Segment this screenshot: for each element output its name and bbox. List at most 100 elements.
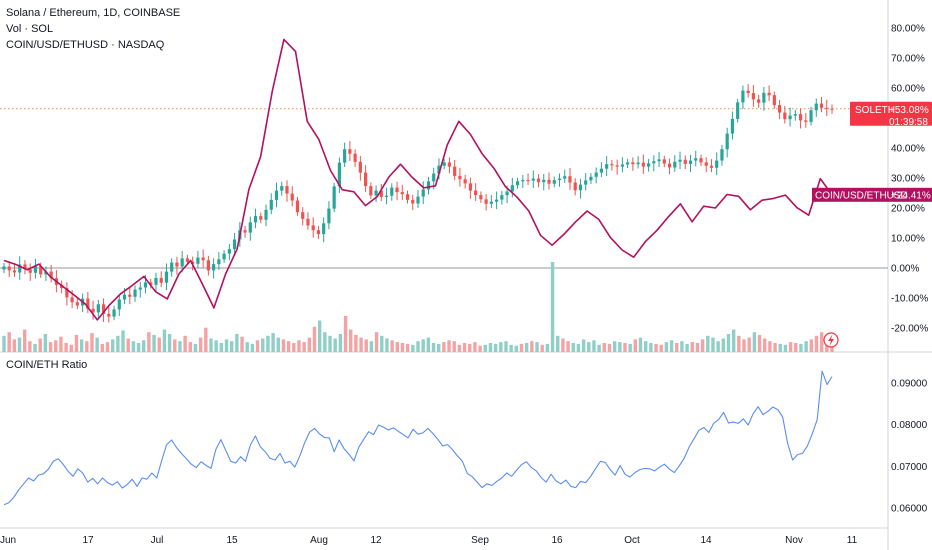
lightning-icon [823,332,839,348]
volume-bar [607,343,612,352]
candle-body [720,149,724,161]
candle-body [515,181,520,186]
volume-bar [224,339,229,352]
candle-body [311,225,315,231]
volume-bar [493,343,498,352]
candle-body [636,162,640,165]
candle-body [379,190,383,197]
volume-bar [814,335,819,352]
candle-body [495,199,499,202]
candle-body [212,264,216,271]
volume-bar [778,343,782,352]
candle-body [117,299,121,310]
x-tick-label: 17 [82,535,94,546]
candle-body [91,308,95,313]
volume-bar [654,343,658,352]
volume-bar [214,340,218,352]
x-tick-label: Aug [310,535,328,546]
volume-bar [819,332,824,352]
volume-bar [644,341,648,352]
y-tick-label: -20.00% [891,324,928,335]
volume-bar [514,345,519,352]
candle-body [589,176,593,181]
volume-bar [581,339,586,352]
candle-body [536,178,541,183]
candle-body [196,257,200,264]
candle-body [28,269,32,273]
volume-bar [369,341,374,352]
candle-body [563,176,567,179]
volume-bar [312,326,317,352]
volume-bar [499,342,503,352]
candle-body [521,180,525,182]
volume-bar [695,343,700,352]
volume-bar [54,340,58,352]
candle-body [159,277,163,283]
candle-body [688,160,693,164]
volume-bar [597,344,601,352]
volume-bar [731,329,736,352]
volume-bar [7,332,11,352]
volume-bar [328,335,332,352]
volume-bar [628,343,632,352]
candle-body [510,185,514,192]
volume-bar [763,338,767,352]
y-tick-label: 20.00% [891,204,925,215]
volume-bar [43,334,48,352]
y-tick-label: 60.00% [891,84,925,95]
ratio-line [3,370,833,506]
volume-bar [116,335,120,352]
volume-bar [623,343,627,352]
candle-body [542,179,546,183]
x-tick-label: 15 [226,535,238,546]
volume-legend[interactable]: Vol · SOL [6,23,54,35]
candle-body [264,209,268,220]
volume-bar [452,341,456,352]
volume-bar [69,344,73,352]
candle-body [772,95,776,106]
ratio-legend[interactable]: COIN/ETH Ratio [6,359,88,371]
y-tick-label: 0.00% [891,264,919,275]
candle-body [39,266,43,275]
candle-body [86,298,90,309]
volume-bar [338,334,343,352]
candle-body [316,230,321,235]
candle-body [557,178,562,181]
volume-bar [519,343,524,352]
candle-body [411,199,415,204]
candle-body [463,179,467,184]
volume-bar [545,343,550,352]
volume-bar [504,341,508,352]
candle-body [694,158,698,161]
candle-body [33,266,38,273]
volume-bar [354,334,358,352]
candle-body [793,114,797,116]
volume-bar [178,341,182,352]
candle-body [12,270,17,273]
volume-bar [17,337,22,352]
candle-body [369,186,373,196]
candle-body [348,149,352,154]
volume-bar [587,342,591,352]
volume-bar [405,343,410,352]
volume-bar [343,316,348,352]
volume-bar [752,332,757,352]
volume-bar [716,341,720,352]
compare-legend[interactable]: COIN/USD/ETHUSD · NASDAQ [6,39,165,51]
candle-body [295,200,300,213]
candle-body [175,262,179,267]
candle-body [426,181,431,190]
candle-body [646,163,651,167]
candle-body [777,105,782,113]
chart-title[interactable]: Solana / Ethereum, 1D, COINBASE [6,7,181,19]
candle-body [667,163,672,168]
candle-body [322,223,326,235]
y-tick-label: -10.00% [891,294,928,305]
x-tick-label: 11 [847,535,858,546]
volume-bar [193,343,198,352]
x-tick-label: 12 [370,535,382,546]
candle-body [170,262,174,272]
candle-body [573,182,577,191]
